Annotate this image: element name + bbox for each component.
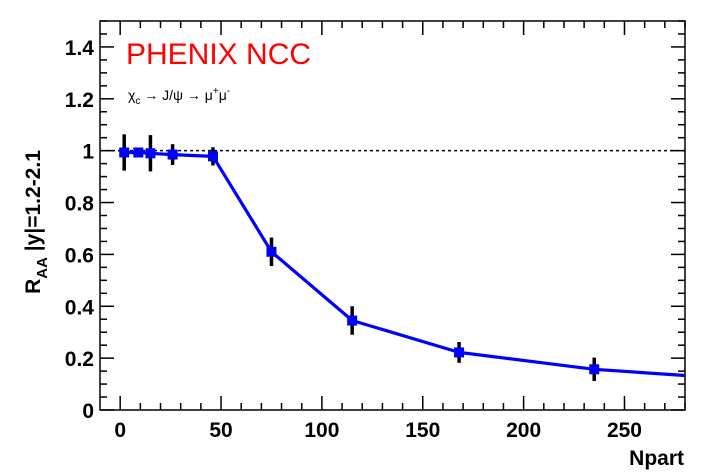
data-point	[167, 149, 178, 160]
x-tick-label: 0	[114, 419, 126, 442]
y-tick-label: 0.6	[65, 244, 94, 267]
y-tick-label: 0.8	[65, 193, 95, 216]
data-point	[207, 151, 218, 162]
x-axis-title: Npart	[629, 447, 684, 470]
data-point	[133, 147, 144, 158]
data-point	[145, 148, 156, 159]
data-point	[266, 246, 277, 257]
x-tick-label: 50	[209, 419, 232, 442]
chart-subtitle: χc → J/ψ → μ+μ-	[128, 86, 230, 107]
y-axis-title: RAA |y|=1.2-2.1	[22, 150, 51, 294]
tick-labels: 0 50 100 150 200 250 0 0.2 0.4 0.6 0.8 1 1.2 1.4	[65, 37, 642, 442]
y-tick-label: 0.2	[65, 348, 94, 371]
series-line	[124, 150, 686, 378]
y-tick-label: 1.4	[65, 37, 95, 60]
y-tick-label: 0.4	[65, 296, 95, 319]
x-tick-label: 100	[304, 419, 339, 442]
x-tick-label: 250	[607, 419, 642, 442]
x-tick-label: 150	[405, 419, 440, 442]
axis-ticks	[100, 20, 686, 411]
plot-frame	[99, 20, 686, 411]
data-series	[119, 134, 686, 381]
data-point	[589, 364, 600, 375]
data-point	[119, 147, 130, 158]
chart-title: PHENIX NCC	[126, 38, 311, 71]
x-tick-label: 200	[506, 419, 541, 442]
y-tick-label: 0	[82, 400, 94, 423]
data-point	[454, 347, 465, 358]
y-tick-label: 1	[82, 141, 94, 164]
data-point	[347, 315, 358, 326]
y-tick-label: 1.2	[65, 89, 94, 112]
